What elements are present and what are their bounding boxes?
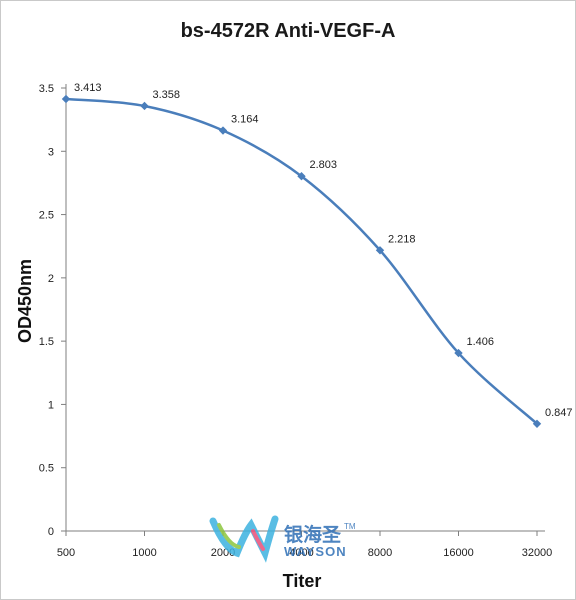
- x-tick-label: 16000: [443, 547, 474, 559]
- y-tick-label: 0: [48, 526, 54, 538]
- chart-title: bs-4572R Anti-VEGF-A: [181, 20, 396, 42]
- data-label: 2.803: [310, 159, 338, 171]
- data-point-marker: [61, 94, 71, 104]
- y-tick-label: 3: [48, 146, 54, 158]
- x-tick-label: 4000: [289, 547, 313, 559]
- data-point-marker: [140, 101, 149, 111]
- x-ticks: 500 1000 2000 4000 8000 16000 32000: [57, 531, 552, 559]
- data-label: 3.413: [74, 82, 102, 94]
- series-line: [65, 97, 538, 425]
- series-group: 3.413 3.358 3.164 2.803 2.218 1.406 0.847: [61, 82, 573, 428]
- y-tick-label: 2: [48, 273, 54, 285]
- x-tick-label: 1000: [132, 547, 156, 559]
- data-point-marker: [454, 348, 463, 358]
- y-tick-label: 3.5: [39, 83, 54, 95]
- x-tick-label: 32000: [522, 547, 553, 559]
- data-label: 1.406: [467, 336, 495, 348]
- brand-watermark: 银海圣 TM WAYSON: [209, 515, 356, 563]
- data-label: 3.358: [153, 89, 181, 101]
- data-point-marker: [532, 419, 542, 428]
- watermark-text-cn: 银海圣: [284, 523, 342, 546]
- data-point-marker: [218, 126, 228, 135]
- data-label: 3.164: [231, 114, 259, 126]
- y-tick-label: 1: [48, 399, 54, 411]
- data-point-marker: [297, 172, 306, 181]
- x-tick-label: 8000: [368, 547, 392, 559]
- x-axis-title: Titer: [283, 571, 322, 591]
- y-tick-label: 1.5: [39, 336, 54, 348]
- data-point-marker: [375, 246, 385, 255]
- watermark-text-en: WAYSON: [284, 544, 347, 559]
- y-tick-label: 2.5: [39, 210, 54, 222]
- watermark-logo-icon: [209, 515, 279, 563]
- y-tick-label: 0.5: [39, 463, 54, 475]
- y-axis-title: OD450nm: [15, 259, 35, 343]
- watermark-logo-accent2-icon: [251, 529, 265, 551]
- x-tick-label: 500: [57, 547, 75, 559]
- watermark-logo-accent-icon: [217, 523, 241, 549]
- data-label: 0.847: [545, 407, 573, 419]
- data-label: 2.218: [388, 233, 416, 245]
- y-ticks: 0 0.5 1 1.5 2 2.5 3 3.5: [39, 83, 66, 538]
- watermark-tm: TM: [344, 522, 356, 531]
- axes: 00.511.522.533.5 500 1000 2000 4000 8000 1600…: [39, 83, 553, 559]
